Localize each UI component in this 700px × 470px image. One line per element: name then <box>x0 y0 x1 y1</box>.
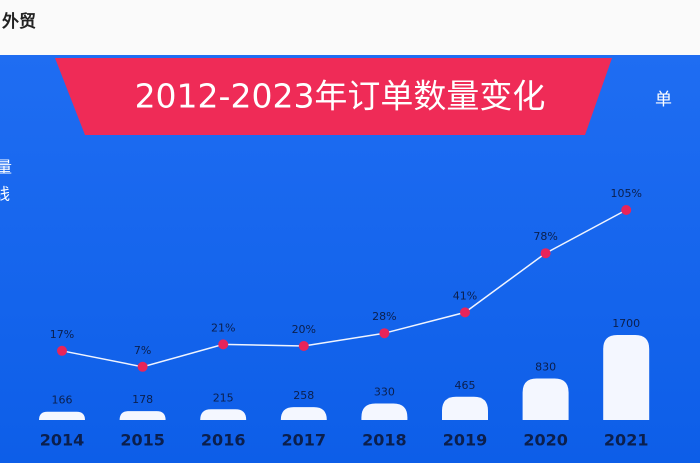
chart-title: 2012-2023年订单数量变化 <box>135 77 546 116</box>
x-tick-label: 2017 <box>282 431 327 450</box>
x-tick-label: 2020 <box>523 431 568 450</box>
line-marker <box>137 361 148 372</box>
x-tick-label: 2016 <box>201 431 246 450</box>
line-value-label: 20% <box>292 323 316 336</box>
bar-value-label: 258 <box>293 389 314 402</box>
line-value-label: 28% <box>372 310 396 323</box>
line-value-label: 41% <box>453 289 477 302</box>
x-tick-label: 2018 <box>362 431 407 450</box>
bar <box>119 411 166 420</box>
bar-value-label: 830 <box>535 361 556 374</box>
bar <box>280 407 327 420</box>
line-marker <box>540 248 551 259</box>
bar <box>39 411 85 420</box>
bar <box>442 396 488 420</box>
bar-value-label: 215 <box>213 391 234 404</box>
bar <box>200 409 247 420</box>
trend-line <box>61 209 627 368</box>
bar <box>603 335 650 420</box>
line-marker <box>298 341 309 351</box>
x-tick-label: 2014 <box>40 431 85 450</box>
bar-value-label: 465 <box>455 379 476 392</box>
brand: 外贸 <box>2 11 36 32</box>
unit-label: 单 <box>655 90 672 110</box>
title-banner <box>55 58 612 135</box>
top-bar <box>0 0 700 55</box>
bar-value-label: 178 <box>132 393 153 406</box>
line-value-label: 7% <box>134 344 151 357</box>
line-marker <box>57 345 67 356</box>
bar <box>361 403 408 420</box>
bar-value-label: 166 <box>52 394 73 407</box>
x-tick-label: 2019 <box>443 431 488 450</box>
line-value-label: 78% <box>533 230 557 243</box>
line-value-label: 17% <box>50 328 74 341</box>
x-tick-label: 2021 <box>604 431 649 450</box>
bar-value-label: 330 <box>374 386 395 399</box>
line-marker <box>379 328 390 339</box>
line-marker <box>460 307 470 318</box>
side-label: 线 <box>0 185 10 204</box>
line-marker <box>621 205 632 215</box>
line-value-label: 21% <box>211 321 235 334</box>
line-marker <box>218 339 229 350</box>
bar <box>522 378 569 420</box>
bar-value-label: 1700 <box>612 317 640 330</box>
side-label: 量 <box>0 158 12 177</box>
line-value-label: 105% <box>610 187 641 200</box>
x-tick-label: 2015 <box>120 431 165 450</box>
